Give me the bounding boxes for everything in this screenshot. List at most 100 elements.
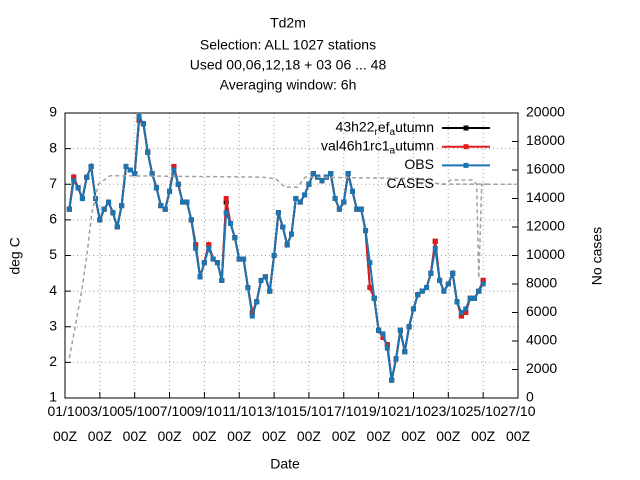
point xyxy=(127,167,133,173)
y-tick-label: 9 xyxy=(49,104,57,120)
point xyxy=(458,310,464,315)
point xyxy=(245,285,251,291)
point xyxy=(145,149,151,155)
y-tick-label: 3 xyxy=(49,317,57,333)
y2-axis-label: No cases xyxy=(589,227,605,285)
y-tick-label: 2 xyxy=(49,353,57,369)
x-tick-label: 27/10 00Z xyxy=(500,403,535,444)
point xyxy=(280,224,286,230)
y2-tick-label: 0 xyxy=(526,389,534,405)
legend-marker xyxy=(463,144,469,150)
y2-tick-label: 2000 xyxy=(526,360,557,376)
point xyxy=(458,313,464,319)
point xyxy=(214,260,220,266)
point xyxy=(341,199,347,205)
point xyxy=(367,260,373,266)
chart-subtitle: Selection: ALL 1027 stations xyxy=(200,37,376,53)
y-tick-label: 4 xyxy=(49,282,57,298)
x-tick-label: 05/10 00Z xyxy=(117,403,152,444)
y2-tick-label: 8000 xyxy=(526,275,557,291)
point xyxy=(153,185,159,191)
point xyxy=(302,192,308,198)
point xyxy=(336,206,342,212)
point xyxy=(480,281,486,287)
point xyxy=(454,299,460,305)
point xyxy=(180,199,186,205)
point xyxy=(149,171,155,177)
y-tick-label: 5 xyxy=(49,246,57,262)
x-tick-label: 01/10 00Z xyxy=(47,403,82,444)
point xyxy=(71,174,77,180)
point xyxy=(241,256,247,262)
chart-subtitle: Used 00,06,12,18 + 03 06 ... 48 xyxy=(190,57,387,73)
x-tick-label: 03/10 00Z xyxy=(82,403,117,444)
x-tick-label: 11/10 00Z xyxy=(222,403,256,444)
plot-frame xyxy=(64,112,519,399)
point xyxy=(210,256,216,262)
y2-tick-label: 6000 xyxy=(526,303,557,319)
point xyxy=(258,277,264,283)
point xyxy=(106,199,112,205)
y2-tick-label: 20000 xyxy=(526,104,565,120)
point xyxy=(223,210,229,216)
y-axis-label: deg C xyxy=(7,237,23,274)
point xyxy=(371,295,377,301)
point xyxy=(410,306,416,312)
x-tick-label: 19/10 00Z xyxy=(361,403,396,444)
legend-label: val46h1rc1autumn xyxy=(321,137,434,156)
point xyxy=(88,163,94,169)
point xyxy=(463,310,469,315)
point xyxy=(467,295,473,301)
legend-label: OBS xyxy=(404,156,434,172)
point xyxy=(254,299,260,305)
point xyxy=(363,228,369,234)
point xyxy=(441,288,447,294)
point xyxy=(101,206,107,212)
point xyxy=(406,324,412,330)
point xyxy=(354,206,360,212)
point xyxy=(79,196,85,201)
point xyxy=(171,163,177,169)
point xyxy=(284,242,290,248)
point xyxy=(389,377,395,383)
point xyxy=(310,171,316,177)
point xyxy=(75,185,81,191)
y2-tick-label: 12000 xyxy=(526,218,565,234)
point xyxy=(445,281,451,287)
point xyxy=(123,163,129,169)
point xyxy=(480,277,486,283)
point xyxy=(476,288,482,294)
point xyxy=(162,206,168,212)
point xyxy=(206,245,212,251)
point xyxy=(428,270,434,276)
chart-subtitle: Averaging window: 6h xyxy=(220,77,357,93)
point xyxy=(432,245,438,251)
point xyxy=(358,206,364,212)
point xyxy=(193,245,199,251)
legend-label: 43h22refautumn xyxy=(336,119,434,138)
y2-tick-label: 18000 xyxy=(526,132,565,148)
point xyxy=(432,238,438,244)
y-tick-label: 7 xyxy=(49,175,57,191)
point xyxy=(376,327,382,333)
point xyxy=(197,274,203,280)
point xyxy=(275,210,281,216)
point xyxy=(402,349,408,355)
point xyxy=(332,196,338,201)
legend-marker xyxy=(463,162,469,168)
y2-tick-label: 4000 xyxy=(526,332,557,348)
point xyxy=(201,260,207,266)
point xyxy=(184,199,190,205)
x-tick-label: 07/10 00Z xyxy=(152,403,187,444)
point xyxy=(171,167,177,173)
point xyxy=(114,224,120,230)
point xyxy=(167,188,173,194)
point xyxy=(232,235,238,241)
x-tick-label: 13/10 00Z xyxy=(257,403,292,444)
point xyxy=(119,203,125,209)
point xyxy=(306,181,312,187)
y-tick-label: 6 xyxy=(49,211,57,227)
point xyxy=(188,217,194,223)
point xyxy=(175,181,181,187)
x-axis-label: Date xyxy=(270,456,300,472)
